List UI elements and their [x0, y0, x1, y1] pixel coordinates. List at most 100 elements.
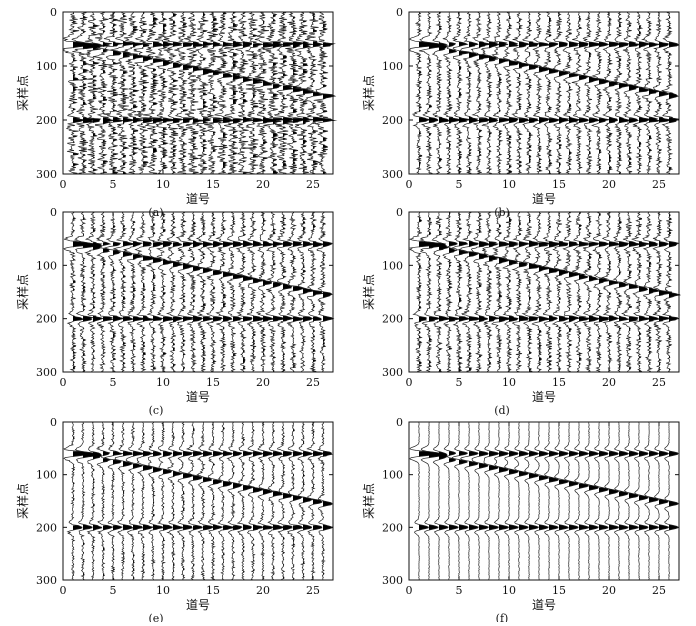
trace-line — [255, 211, 274, 373]
x-tick-label: 10 — [502, 584, 516, 597]
trace-fill — [609, 451, 619, 531]
y-tick-label: 300 — [382, 366, 403, 379]
trace-line — [442, 11, 461, 175]
y-tick-label: 0 — [50, 6, 57, 19]
trace-line — [84, 211, 104, 373]
trace-line — [92, 11, 115, 175]
trace-line — [480, 11, 500, 175]
x-axis-title: 道号 — [186, 390, 210, 404]
y-tick-label: 0 — [396, 206, 403, 219]
trace-line — [245, 11, 266, 175]
trace-line — [185, 211, 205, 373]
trace-line — [286, 211, 306, 373]
trace-line — [153, 11, 177, 175]
trace-line — [452, 11, 472, 175]
x-tick-label: 0 — [60, 376, 67, 389]
trace-line — [571, 11, 590, 175]
trace-line — [257, 421, 274, 581]
trace-line — [63, 211, 95, 373]
trace-fill — [293, 422, 304, 580]
trace-fill — [639, 451, 649, 531]
trace-line — [71, 11, 105, 175]
trace-line — [296, 421, 315, 581]
traces — [409, 11, 680, 175]
trace-line — [542, 211, 562, 373]
trace-line — [451, 421, 469, 581]
trace-line — [142, 11, 167, 175]
trace-line — [207, 421, 225, 581]
trace-line — [166, 421, 184, 581]
trace-line — [632, 11, 652, 175]
x-tick-label: 15 — [206, 376, 220, 389]
y-axis-title: 采样点 — [15, 274, 30, 310]
y-tick-label: 100 — [382, 469, 403, 482]
trace-line — [112, 211, 136, 373]
trace-line — [175, 211, 197, 373]
trace-line — [316, 211, 333, 373]
trace-fill — [449, 451, 459, 531]
trace-line — [503, 421, 519, 581]
trace-line — [491, 211, 512, 373]
trace-line — [183, 11, 208, 175]
x-tick-label: 10 — [156, 376, 170, 389]
trace-line — [196, 421, 215, 581]
trace-line — [634, 421, 650, 581]
trace-line — [432, 421, 449, 581]
x-axis-title: 道号 — [532, 598, 556, 612]
trace-line — [246, 421, 264, 581]
x-tick-label: 10 — [156, 178, 170, 191]
trace-fill — [213, 422, 224, 580]
y-tick-label: 100 — [36, 259, 57, 272]
trace-line — [409, 11, 441, 174]
trace-line — [121, 11, 146, 175]
trace-line — [136, 421, 155, 581]
x-tick-label: 20 — [256, 376, 270, 389]
trace-fill — [669, 451, 679, 531]
trace-line — [642, 211, 661, 373]
plot-frame — [408, 211, 680, 373]
trace-line — [431, 11, 450, 175]
trace-fill — [133, 422, 144, 580]
trace-line — [195, 211, 214, 373]
trace-line — [294, 11, 316, 175]
trace-line — [654, 421, 670, 581]
trace-fill — [599, 451, 609, 531]
trace-fill — [243, 213, 254, 372]
trace-line — [604, 421, 620, 581]
trace-line — [286, 421, 305, 581]
trace-line — [593, 421, 609, 581]
y-tick-label: 0 — [50, 206, 57, 219]
x-tick-label: 5 — [110, 376, 117, 389]
panel-caption: (c) — [149, 404, 164, 417]
trace-line — [542, 11, 560, 175]
trace-fill — [509, 451, 519, 531]
trace-line — [84, 11, 101, 175]
trace-fill — [519, 212, 529, 372]
trace-line — [114, 421, 134, 581]
y-tick-label: 300 — [382, 168, 403, 181]
x-tick-label: 25 — [652, 584, 666, 597]
trace-line — [217, 421, 235, 581]
trace-fill — [429, 217, 447, 372]
x-tick-label: 5 — [456, 584, 463, 597]
x-tick-label: 0 — [60, 178, 67, 191]
y-tick-label: 0 — [396, 6, 403, 19]
plot-frame — [62, 211, 334, 373]
trace-fill — [233, 430, 242, 580]
trace-line — [95, 211, 115, 373]
trace-line — [443, 421, 459, 581]
trace-line — [582, 211, 601, 373]
trace-line — [501, 211, 520, 373]
trace-line — [572, 211, 592, 373]
x-tick-label: 5 — [456, 376, 463, 389]
trace-line — [563, 421, 580, 581]
trace-line — [63, 11, 96, 175]
trace-line — [502, 11, 520, 175]
x-tick-label: 5 — [110, 178, 117, 191]
trace-fill — [559, 14, 570, 175]
trace-line — [236, 421, 255, 581]
trace-line — [581, 11, 602, 175]
